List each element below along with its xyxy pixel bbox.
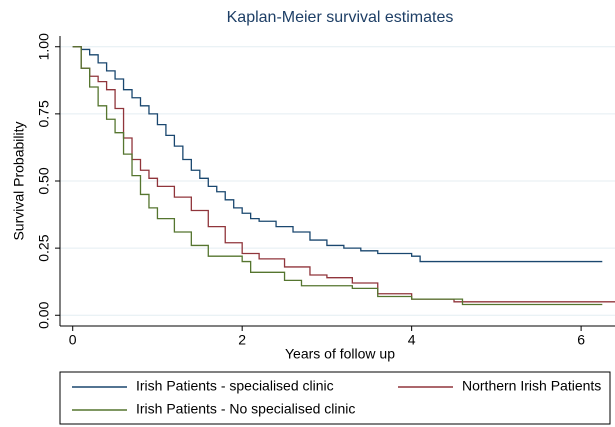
legend-label: Northern Irish Patients bbox=[462, 378, 601, 394]
x-tick-label: 2 bbox=[238, 332, 246, 348]
legend-label: Irish Patients - specialised clinic bbox=[136, 378, 334, 394]
x-tick-label: 0 bbox=[69, 332, 77, 348]
survival-line bbox=[72, 46, 615, 303]
x-axis-label: Years of follow up bbox=[285, 346, 395, 362]
y-tick-label: 1.00 bbox=[36, 33, 52, 60]
survival-line bbox=[72, 46, 603, 306]
chart-title: Kaplan-Meier survival estimates bbox=[227, 9, 454, 26]
legend-box bbox=[59, 371, 611, 425]
y-tick-label: 0.25 bbox=[36, 234, 52, 261]
survival-line bbox=[72, 46, 603, 263]
y-tick-label: 0.50 bbox=[36, 167, 52, 194]
y-axis-label: Survival Probability bbox=[11, 121, 27, 240]
x-tick-label: 6 bbox=[577, 332, 585, 348]
y-tick-label: 0.00 bbox=[36, 301, 52, 328]
y-tick-label: 0.75 bbox=[36, 100, 52, 127]
legend-label: Irish Patients - No specialised clinic bbox=[136, 401, 355, 417]
x-tick-label: 4 bbox=[408, 332, 416, 348]
